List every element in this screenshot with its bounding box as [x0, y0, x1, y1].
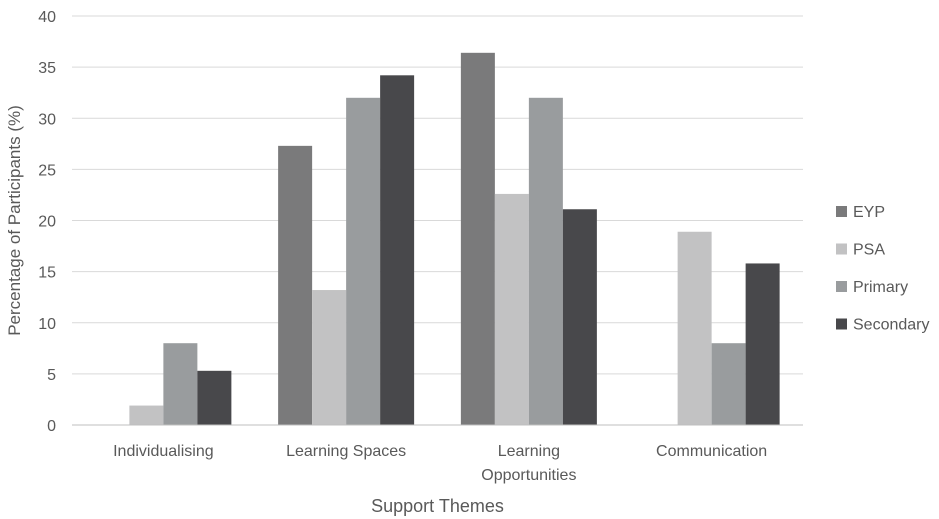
x-axis-label: Support Themes: [371, 496, 504, 516]
y-tick-label: 5: [47, 367, 56, 384]
bar-secondary-3: [745, 263, 780, 425]
bar-secondary-0: [197, 370, 232, 425]
bar-secondary-2: [562, 209, 597, 425]
x-axis-ticks: Individualising Learning Spaces Learning Op…: [113, 443, 767, 484]
y-tick-label: 25: [38, 162, 56, 179]
legend-label-eyp: EYP: [853, 204, 885, 221]
legend-swatch-primary: [836, 281, 847, 292]
y-axis-label: Percentage of Participants (%): [5, 105, 24, 336]
y-tick-label: 20: [38, 214, 56, 231]
y-tick-label: 40: [38, 9, 56, 26]
y-axis-ticks: 0 5 10 15 20 25 30 35 40: [38, 9, 56, 435]
bar-psa-0: [129, 405, 164, 425]
x-tick-label: Individualising: [113, 443, 214, 460]
legend-swatch-secondary: [836, 318, 847, 330]
y-tick-label: 35: [38, 60, 56, 77]
bar-eyp-1: [278, 145, 313, 426]
bar-psa-1: [312, 290, 347, 425]
y-tick-label: 30: [38, 111, 56, 128]
legend-label-primary: Primary: [853, 279, 908, 296]
legend-swatch-psa: [836, 243, 847, 255]
legend-label-secondary: Secondary: [853, 317, 930, 334]
x-tick-label: Communication: [656, 443, 767, 460]
legend-swatch-eyp: [836, 206, 847, 217]
bar-psa-3: [677, 231, 712, 425]
y-tick-label: 10: [38, 316, 56, 333]
legend: EYP PSA Primary Secondary: [836, 204, 930, 334]
bar-primary-2: [528, 97, 563, 426]
bar-eyp-2: [460, 52, 495, 426]
y-tick-label: 0: [47, 418, 56, 435]
gridlines: [72, 15, 803, 375]
bar-primary-1: [346, 97, 381, 426]
x-tick-label: Learning Spaces: [286, 443, 406, 460]
x-tick-label: Learning: [498, 443, 560, 460]
bar-secondary-1: [380, 75, 415, 426]
bar-primary-0: [163, 343, 198, 425]
x-tick-label: Opportunities: [481, 467, 576, 484]
bar-primary-3: [711, 343, 746, 425]
bar-psa-2: [494, 193, 529, 425]
legend-label-psa: PSA: [853, 242, 885, 259]
bars: [129, 52, 780, 426]
y-tick-label: 15: [38, 265, 56, 282]
